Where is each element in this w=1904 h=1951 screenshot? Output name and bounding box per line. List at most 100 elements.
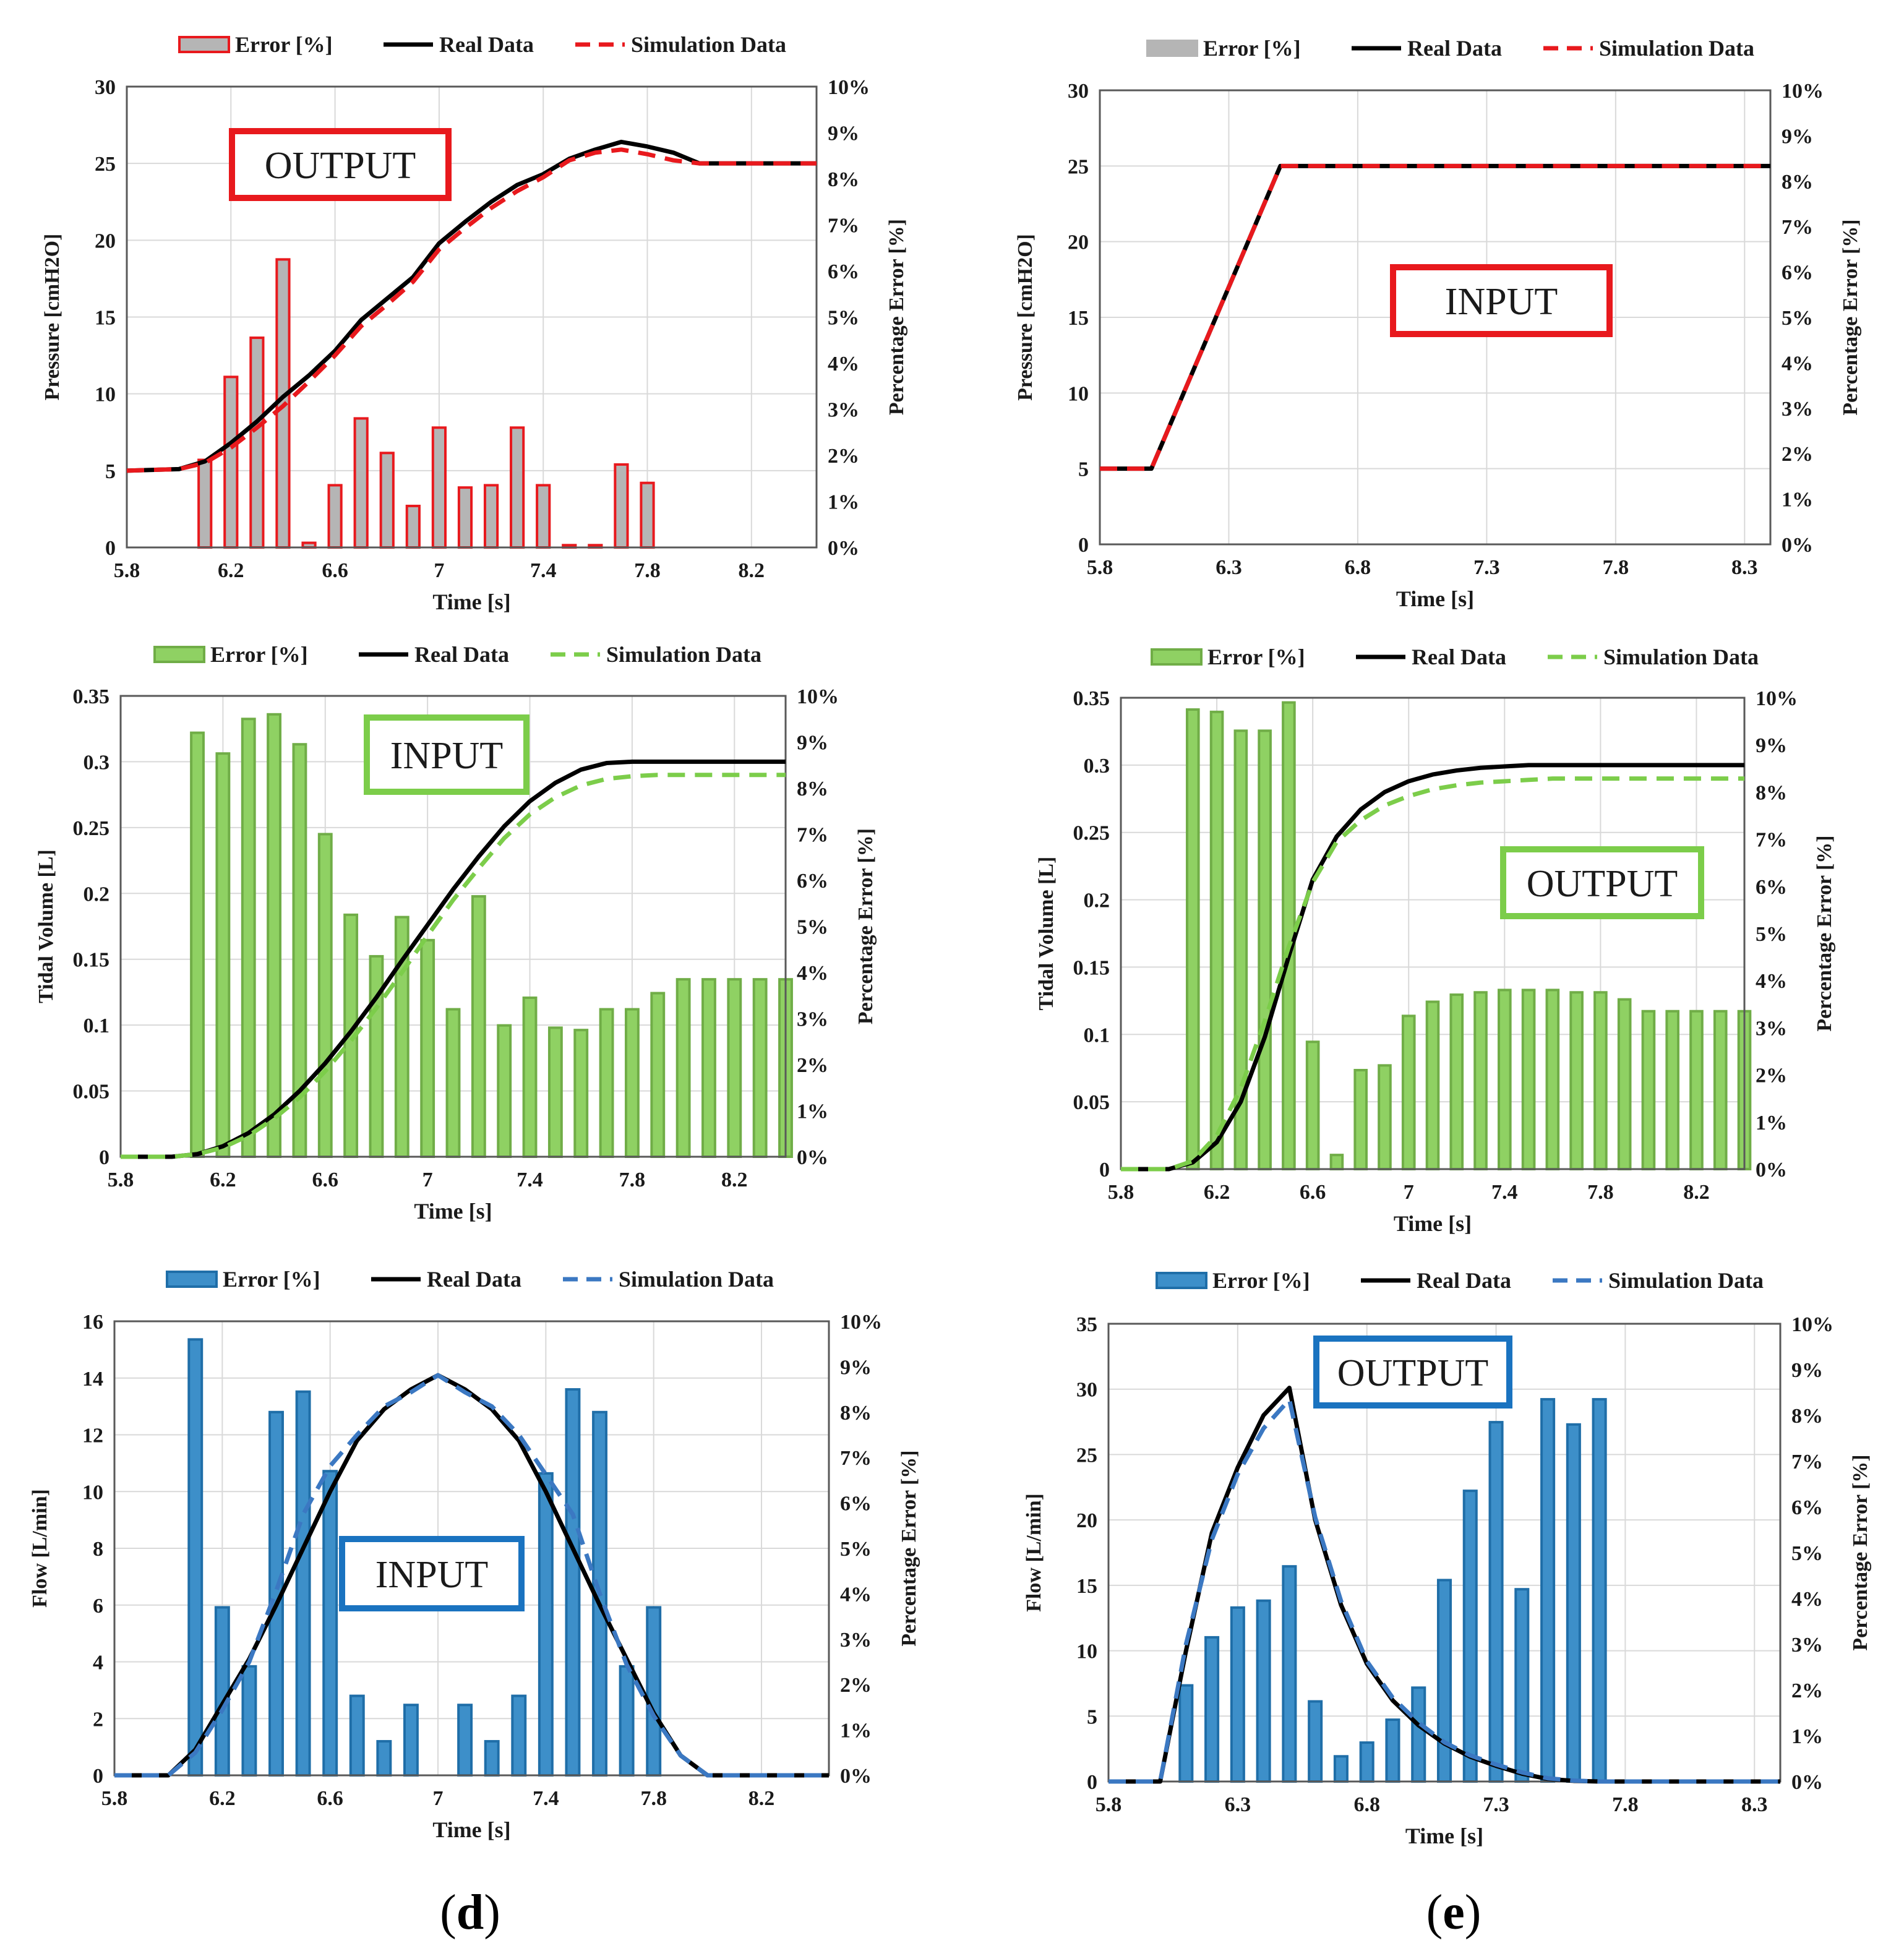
- y2-tick-label: 6%: [840, 1493, 872, 1516]
- error-bar: [752, 978, 768, 1159]
- x-axis-title: Time [s]: [432, 590, 510, 614]
- y-tick-label: 0.05: [73, 1081, 110, 1104]
- error-bar: [1353, 1068, 1368, 1170]
- y2-tick-label: 8%: [1791, 1405, 1823, 1428]
- y2-tick-label: 4%: [840, 1583, 872, 1606]
- y-tick-label: 20: [1076, 1509, 1097, 1532]
- x-tick-label: 8.2: [748, 1787, 775, 1810]
- real-data-line: [1100, 163, 1770, 471]
- y-axis-title: Flow [L/min]: [28, 1489, 51, 1608]
- error-bar: [403, 1704, 419, 1777]
- x-tick-label: 6.2: [210, 1168, 236, 1191]
- y2-axis-title: Percentage Error [%]: [1839, 219, 1862, 415]
- error-bar: [445, 1008, 461, 1158]
- annotation-label: OUTPUT: [1337, 1352, 1489, 1394]
- y-tick-label: 0: [1078, 534, 1089, 557]
- error-bar: [1282, 1565, 1297, 1783]
- y-axis-title: Tidal Volume [L]: [1035, 857, 1058, 1011]
- error-bar: [727, 978, 742, 1159]
- x-tick-label: 6.8: [1353, 1793, 1380, 1816]
- annotation-frame: [1390, 264, 1613, 337]
- annotation-label: OUTPUT: [265, 145, 416, 187]
- error-bar: [1689, 1010, 1704, 1170]
- y-tick-label: 0.15: [1073, 956, 1110, 979]
- y2-tick-label: 0%: [828, 537, 859, 560]
- y2-tick-label: 9%: [1791, 1359, 1823, 1382]
- y2-tick-label: 4%: [828, 353, 859, 375]
- chart-e-volume: 0 0.05 0.1 0.15 0.2 0.25 0.3 0.35 0% 1% 2% 3% 4% 5% 6%…: [1035, 645, 1836, 1236]
- annotation-box: OUTPUT: [1313, 1336, 1512, 1409]
- y2-axis-title: Percentage Error [%]: [898, 1450, 920, 1646]
- error-bar: [197, 458, 213, 549]
- x-tick-label: 7.8: [1603, 556, 1629, 579]
- y2-axis-title: Percentage Error [%]: [854, 828, 877, 1024]
- y-tick-label: 15: [1068, 307, 1089, 330]
- legend: Error [%] Real Data Simulation Data: [166, 1267, 774, 1292]
- annotation-label: OUTPUT: [1527, 863, 1678, 905]
- plot-frame: [1107, 1323, 1782, 1783]
- x-tick-label: 6.6: [1300, 1181, 1326, 1204]
- y2-tick-label: 5%: [1756, 923, 1787, 946]
- error-bar: [640, 481, 655, 549]
- x-tick-label: 7.8: [1612, 1793, 1639, 1816]
- y2-tick-label: 0%: [1782, 534, 1813, 557]
- legend-error-label: Error [%]: [235, 32, 333, 57]
- error-bar: [1308, 1700, 1323, 1783]
- legend-sim-label: Simulation Data: [1603, 645, 1759, 669]
- error-bar: [536, 484, 551, 549]
- y-axis-title: Flow [L/min]: [1023, 1493, 1045, 1612]
- y-tick-label: 0.1: [1084, 1024, 1110, 1047]
- y2-tick-label: 2%: [797, 1054, 828, 1077]
- error-bar: [457, 1704, 473, 1777]
- y2-tick-label: 1%: [1791, 1725, 1823, 1748]
- error-bar: [650, 992, 666, 1159]
- y-tick-label: 5: [105, 460, 116, 483]
- error-bar: [295, 1390, 311, 1777]
- panel-label-e: (e): [1426, 1885, 1482, 1940]
- y2-tick-label: 3%: [828, 399, 859, 422]
- x-axis-title: Time [s]: [1394, 1211, 1472, 1236]
- error-bar: [420, 938, 435, 1158]
- y2-tick-label: 10%: [1756, 687, 1798, 710]
- error-bar: [241, 718, 256, 1158]
- y-tick-label: 4: [93, 1652, 103, 1674]
- x-tick-label: 6.2: [1204, 1181, 1230, 1204]
- y2-tick-label: 7%: [1782, 216, 1813, 239]
- error-bar: [1545, 988, 1560, 1170]
- legend-error-label: Error [%]: [210, 642, 308, 667]
- y2-tick-label: 7%: [1756, 829, 1787, 852]
- y-tick-label: 10: [95, 384, 116, 406]
- error-bar: [511, 1694, 527, 1777]
- error-bar: [1665, 1010, 1679, 1170]
- error-bar: [1411, 1686, 1426, 1783]
- y2-tick-label: 0%: [1756, 1159, 1787, 1181]
- error-bar: [1593, 991, 1608, 1170]
- legend: Error [%] Real Data Simulation Data: [1151, 645, 1759, 669]
- y-tick-label: 20: [1068, 231, 1089, 254]
- y2-tick-label: 4%: [1791, 1588, 1823, 1611]
- legend-error-swatch: [1151, 648, 1203, 666]
- legend-sim-label: Simulation Data: [1608, 1268, 1764, 1293]
- y-tick-label: 0.1: [84, 1014, 110, 1037]
- error-bar: [1385, 1718, 1400, 1783]
- y2-tick-label: 5%: [1791, 1542, 1823, 1565]
- y2-tick-label: 3%: [840, 1629, 872, 1652]
- error-bar: [1498, 988, 1512, 1170]
- y2-tick-label: 9%: [840, 1356, 872, 1379]
- x-tick-label: 7.8: [640, 1787, 667, 1810]
- y2-tick-label: 2%: [1791, 1679, 1823, 1702]
- legend-real-label: Real Data: [1407, 36, 1502, 61]
- y-tick-label: 0.2: [1084, 890, 1110, 912]
- y2-tick-label: 0%: [797, 1146, 828, 1169]
- error-bar: [369, 954, 384, 1159]
- error-bar: [471, 895, 486, 1158]
- y2-tick-label: 1%: [828, 491, 859, 514]
- y2-tick-label: 2%: [840, 1674, 872, 1697]
- y2-tick-label: 6%: [1756, 876, 1787, 899]
- annotation-box: INPUT: [339, 1536, 525, 1611]
- error-bar: [614, 463, 629, 549]
- y2-tick-label: 10%: [828, 76, 870, 99]
- y2-tick-label: 1%: [1756, 1112, 1787, 1134]
- x-tick-label: 5.8: [114, 559, 140, 582]
- x-axis-title: Time [s]: [432, 1817, 510, 1842]
